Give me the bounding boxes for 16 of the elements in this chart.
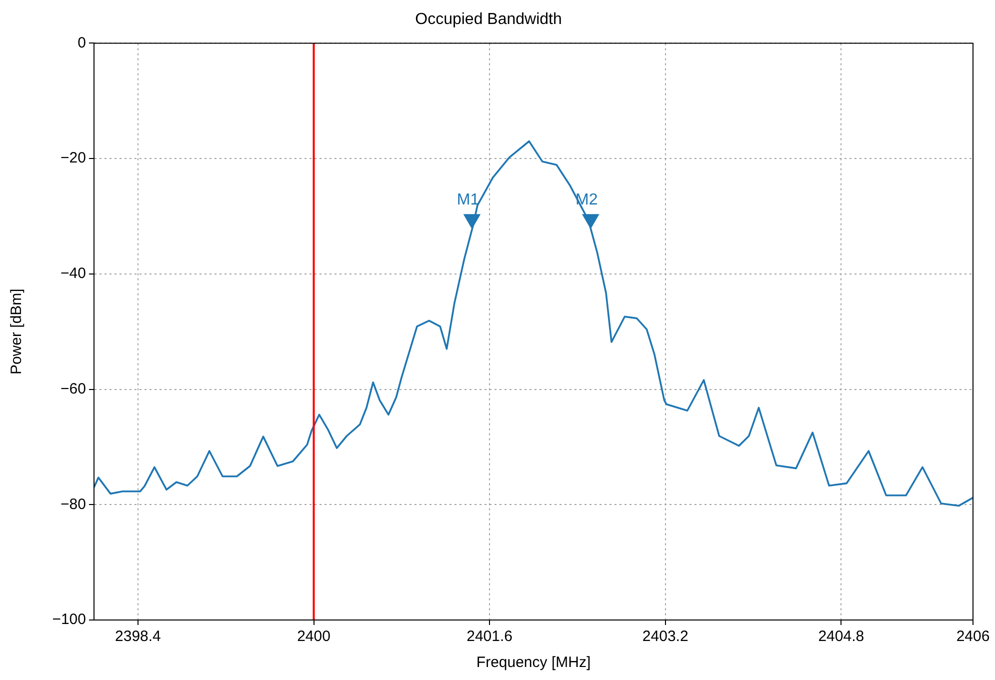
y-tick-label: −20 bbox=[60, 150, 86, 167]
x-tick-label: 2406 bbox=[956, 628, 990, 646]
x-tick-label: 2398.4 bbox=[115, 628, 161, 646]
y-tick-label: −80 bbox=[60, 496, 86, 513]
chart-title: Occupied Bandwidth bbox=[415, 11, 562, 28]
y-tick-label: 0 bbox=[78, 34, 86, 52]
x-tick-label: 2404.8 bbox=[818, 628, 864, 646]
x-tick-label: 2401.6 bbox=[466, 628, 512, 646]
y-tick-label: −100 bbox=[52, 611, 86, 628]
y-axis-title: Power [dBm] bbox=[8, 288, 26, 375]
x-tick-label: 2403.2 bbox=[642, 628, 688, 646]
annotation: M1 bbox=[456, 192, 480, 209]
x-tick-label: 2400 bbox=[297, 628, 330, 646]
y-tick-label: −60 bbox=[60, 380, 86, 398]
x-axis-title: Frequency [MHz] bbox=[476, 654, 591, 672]
y-tick-label: −40 bbox=[60, 265, 86, 282]
